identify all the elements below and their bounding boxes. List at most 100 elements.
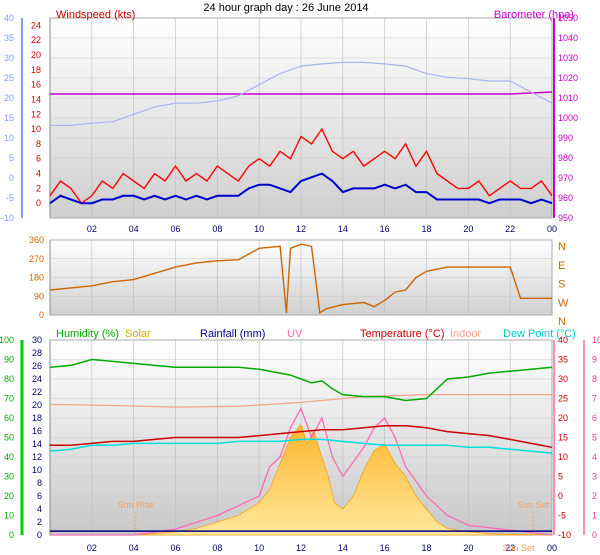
th-x-tick: 10 [254,543,264,553]
wind-x-tick: 14 [338,224,348,234]
wind-left-tick: 30 [4,53,14,63]
sun-annotation: Sun Rise [117,500,154,510]
uv-tick: 6 [592,413,597,423]
temp-hum-axes: 0102030405060708090100024681012141618202… [0,335,600,540]
direction-grid [50,239,553,316]
solar-tick: 22 [32,387,42,397]
temperature-line [50,425,553,449]
th-x-tick: 12 [296,543,306,553]
legend-entry: Solar [125,328,151,340]
uv-tick: 7 [592,394,597,404]
humidity-tick: 60 [4,413,14,423]
windspeed-axis-label: Windspeed (kts) [56,9,135,21]
legend-entry: Humidity (%) [56,328,119,340]
humidity-tick: 40 [4,452,14,462]
temp-tick: 10 [558,452,568,462]
baro-right-tick: 1040 [558,33,578,43]
solar-tick: 6 [37,491,42,501]
wind-average-line [49,172,553,205]
wind-direction-line [49,243,552,315]
wind-x-tick: 06 [170,224,180,234]
wind-x-tick: 00 [547,224,557,234]
wind-left-tick2: 20 [31,50,41,60]
barometer-line [50,91,553,95]
baro-right-tick: 960 [558,193,573,203]
wind-left-tick: -5 [6,193,14,203]
humidity-tick: 70 [4,394,14,404]
compass-label: E [558,260,565,272]
legend-entry: Dew Point (°C) [503,328,576,340]
th-x-tick: 16 [380,543,390,553]
wind-left-tick2: 24 [31,20,41,30]
wind-baro-axes: -10-505101520253035400246810121416182022… [1,13,578,223]
baro-right-tick: 980 [558,153,573,163]
temp-tick: 30 [558,374,568,384]
baro-right-tick: 1030 [558,53,578,63]
temp-tick: 35 [558,355,568,365]
temp-hum-series [49,358,553,536]
dir-left-tick: 180 [29,273,44,283]
wind-x-tick: 02 [87,224,97,234]
solar-tick: 14 [32,439,42,449]
wind-baro-panel: 02 04 06 08 10 12 14 16 18 20 22 00 -10-50510152025… [1,9,578,234]
wind-left-tick2: 0 [36,198,41,208]
uv-tick: 4 [592,452,597,462]
baro-right-tick: 990 [558,133,573,143]
barometer-axis-label: Barometer (hpa) [494,9,574,21]
wind-left-tick: 0 [9,173,14,183]
temp-tick: 0 [558,491,563,501]
humidity-tick: 10 [4,511,14,521]
wind-left-tick: 35 [4,33,14,43]
wind-left-tick: 5 [9,153,14,163]
wind-left-tick2: 22 [31,35,41,45]
wind-left-tick: 20 [4,93,14,103]
indoor-temp-line [49,393,552,408]
temp-tick: -5 [558,511,566,521]
temp-tick: 25 [558,394,568,404]
sun-annotation: Sun Set [503,543,536,553]
wind-left-tick2: 2 [36,183,41,193]
th-x-tick: 20 [463,543,473,553]
dir-left-tick: 270 [29,254,44,264]
wind-x-tick: 16 [380,224,390,234]
wind-x-tick: 22 [505,224,515,234]
uv-tick: 9 [592,355,597,365]
dir-left-tick: 90 [34,291,44,301]
baro-right-tick: 1050 [558,13,578,23]
th-x-tick: 08 [212,543,222,553]
compass-label: S [558,279,565,291]
humidity-line [49,358,553,402]
temp-tick: 15 [558,433,568,443]
wind-left-tick2: 4 [36,169,41,179]
dir-left-tick: 360 [29,235,44,245]
temp-hum-panel: 02 04 06 08 10 12 14 16 18 20 22 00 010203040506070… [0,328,600,553]
wind-x-tick: 12 [296,224,306,234]
compass-label: W [558,297,569,309]
legend-entry: Rainfall (mm) [200,328,265,340]
wind-left-tick2: 6 [36,154,41,164]
legend-entry: Temperature (°C) [360,328,444,340]
solar-tick: 8 [37,478,42,488]
wind-left-tick: 25 [4,73,14,83]
uv-tick: 3 [592,472,597,482]
legend-entry: Indoor [450,328,482,340]
gust-line [50,61,553,127]
solar-tick: 20 [32,400,42,410]
wind-left-tick: 15 [4,113,14,123]
uv-tick: 5 [592,433,597,443]
wind-left-tick2: 16 [31,80,41,90]
wind-x-tick: 04 [129,224,139,234]
baro-right-tick: 950 [558,213,573,223]
th-x-tick: 04 [129,543,139,553]
page-title: 24 hour graph day : 26 June 2014 [203,2,368,14]
temp-tick: -10 [558,530,571,540]
wind-left-tick2: 12 [31,109,41,119]
baro-right-tick: 1010 [558,93,578,103]
solar-area [50,423,553,536]
temp-hum-legend: Humidity (%) Solar Rainfall (mm) UV Temperat… [56,328,576,340]
humidity-tick: 90 [4,355,14,365]
